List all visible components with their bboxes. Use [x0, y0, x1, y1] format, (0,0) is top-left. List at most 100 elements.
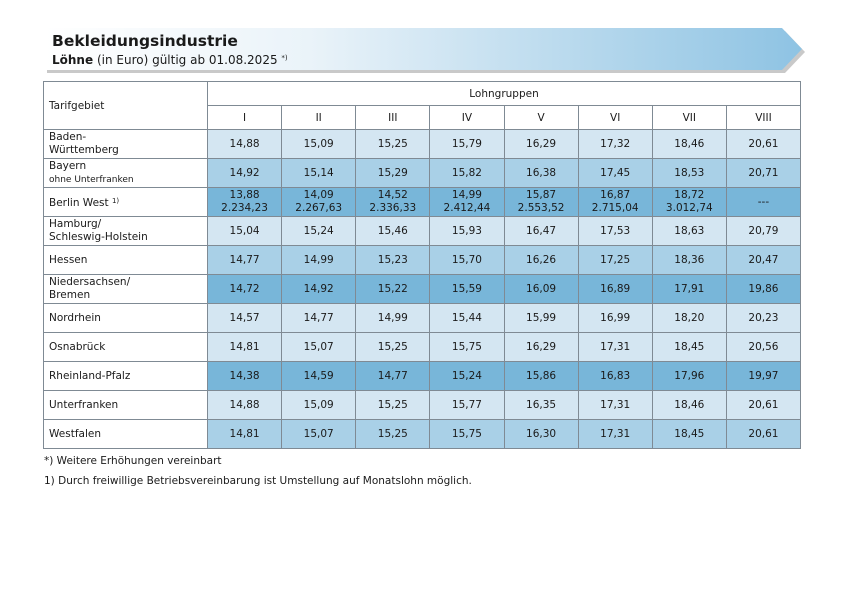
region-name-line2: Schleswig-Holstein: [49, 231, 148, 243]
subtitle-note: *): [281, 54, 288, 62]
hourly-wage: 15,86: [526, 369, 557, 382]
wage-cell: 18,46: [651, 129, 727, 159]
hourly-wage: 15,70: [451, 253, 482, 266]
wage-cell: 15,25: [355, 129, 431, 159]
wage-cell: 18,36: [651, 245, 727, 275]
table-row: Bayern ohne Unterfranken 14,92 15,14 15,29 15…: [43, 158, 802, 188]
hourly-wage: 17,53: [600, 224, 631, 237]
wage-cell: 20,79: [725, 216, 802, 246]
hourly-wage: 19,97: [748, 369, 779, 382]
hourly-wage: 14,99: [377, 311, 408, 324]
wage-cell: 15,86: [503, 361, 579, 391]
wage-cell: 17,31: [577, 332, 653, 362]
wage-cell: 15,22: [355, 274, 431, 304]
table-row: Westfalen 14,81 15,07 15,25 15,75 16,30 17,31 1…: [43, 419, 802, 449]
wage-cell: 14,09 2.267,63: [281, 187, 357, 217]
title-banner: Bekleidungsindustrie Löhne (in Euro) gül…: [44, 28, 805, 74]
table-row: Nordrhein 14,57 14,77 14,99 15,44 15,99 16,99 1…: [43, 303, 802, 333]
wage-cell: 15,07: [281, 419, 357, 449]
hourly-wage: 18,36: [674, 253, 705, 266]
hourly-wage: 16,47: [526, 224, 557, 237]
table-row: Unterfranken 14,88 15,09 15,25 15,77 16,35 17,…: [43, 390, 802, 420]
hourly-wage: 15,25: [377, 398, 408, 411]
table-row: Niedersachsen/Bremen 14,72 14,92 15,22 15,59…: [43, 274, 802, 304]
wage-cell: 15,99: [503, 303, 579, 333]
hourly-wage: 20,61: [748, 427, 779, 440]
wage-cell: 15,82: [429, 158, 505, 188]
hourly-wage: 18,45: [674, 340, 705, 353]
wage-cell: 16,83: [577, 361, 653, 391]
wage-cell: 18,53: [651, 158, 727, 188]
wage-cell: 15,24: [281, 216, 357, 246]
wage-cell: 15,44: [429, 303, 505, 333]
subtitle-text: (in Euro) gültig ab 01.08.2025: [93, 53, 282, 67]
hourly-wage: 14,99: [303, 253, 334, 266]
hourly-wage: 17,31: [600, 340, 631, 353]
hourly-wage: 16,29: [526, 137, 557, 150]
region-name-line2: Bremen: [49, 289, 91, 301]
hourly-wage: 18,46: [674, 398, 705, 411]
hourly-wage: 15,44: [451, 311, 482, 324]
hourly-wage: 17,32: [600, 137, 631, 150]
wage-cell: 16,29: [503, 129, 579, 159]
wage-cell: 17,32: [577, 129, 653, 159]
region-cell: Osnabrück: [43, 332, 208, 362]
wage-cell: 15,87 2.553,52: [503, 187, 579, 217]
hourly-wage: 16,26: [526, 253, 557, 266]
wage-cell: 14,57: [206, 303, 283, 333]
page-subtitle: Löhne (in Euro) gültig ab 01.08.2025 *): [52, 53, 288, 67]
region-cell: Hessen: [43, 245, 208, 275]
hourly-wage: 18,45: [674, 427, 705, 440]
hourly-wage: 14,38: [229, 369, 260, 382]
monthly-wage: 2.715,04: [591, 202, 639, 214]
hourly-wage: 16,89: [600, 282, 631, 295]
wage-cell: 14,72: [206, 274, 283, 304]
hourly-wage: 16,29: [526, 340, 557, 353]
hourly-wage: 17,25: [600, 253, 631, 266]
hourly-wage: 16,09: [526, 282, 557, 295]
wage-cell: 17,53: [577, 216, 653, 246]
region-name: Unterfranken: [49, 398, 119, 411]
hourly-wage: 15,75: [451, 427, 482, 440]
hourly-wage: 20,56: [748, 340, 779, 353]
wage-cell: 20,56: [725, 332, 802, 362]
hourly-wage: 15,14: [303, 166, 334, 179]
monthly-wage: 2.234,23: [221, 202, 268, 214]
wage-cell: 15,79: [429, 129, 505, 159]
wage-cell: 14,99: [355, 303, 431, 333]
hourly-wage: 15,07: [303, 340, 334, 353]
region-name: Osnabrück: [49, 340, 106, 353]
hourly-wage: 14,57: [229, 311, 260, 324]
hourly-wage: 15,87: [526, 189, 557, 201]
wage-cell: 15,75: [429, 419, 505, 449]
hourly-wage: 15,77: [451, 398, 482, 411]
wage-cell: 15,29: [355, 158, 431, 188]
hourly-wage: 14,88: [229, 398, 260, 411]
wage-cell: 18,45: [651, 419, 727, 449]
hourly-wage: 16,38: [526, 166, 557, 179]
hourly-wage: 14,99: [451, 189, 482, 201]
hourly-wage: 15,79: [451, 137, 482, 150]
hourly-wage: 18,20: [674, 311, 705, 324]
hourly-wage: 15,93: [451, 224, 482, 237]
monthly-wage: 3.012,74: [665, 202, 713, 214]
hourly-wage: ---: [757, 195, 770, 208]
hourly-wage: 16,99: [600, 311, 631, 324]
wage-cell: 15,23: [355, 245, 431, 275]
wage-cell: 16,29: [503, 332, 579, 362]
hourly-wage: 15,22: [377, 282, 408, 295]
wage-cell: 15,24: [429, 361, 505, 391]
wage-cell: 15,46: [355, 216, 431, 246]
wage-cell: ---: [725, 187, 802, 217]
hourly-wage: 15,25: [377, 427, 408, 440]
hourly-wage: 14,09: [303, 189, 334, 201]
region-cell: Baden- Württemberg: [43, 129, 208, 159]
group-header-6: VI: [577, 105, 653, 130]
hourly-wage: 16,30: [526, 427, 557, 440]
wage-cell: 16,87 2.715,04: [577, 187, 653, 217]
hourly-wage: 17,45: [600, 166, 631, 179]
wage-cell: 15,09: [281, 390, 357, 420]
region-name: Westfalen: [49, 427, 101, 440]
wage-table: Tarifgebiet Lohngruppen I II III IV V VI VII VI…: [43, 81, 802, 449]
wage-cell: 15,75: [429, 332, 505, 362]
